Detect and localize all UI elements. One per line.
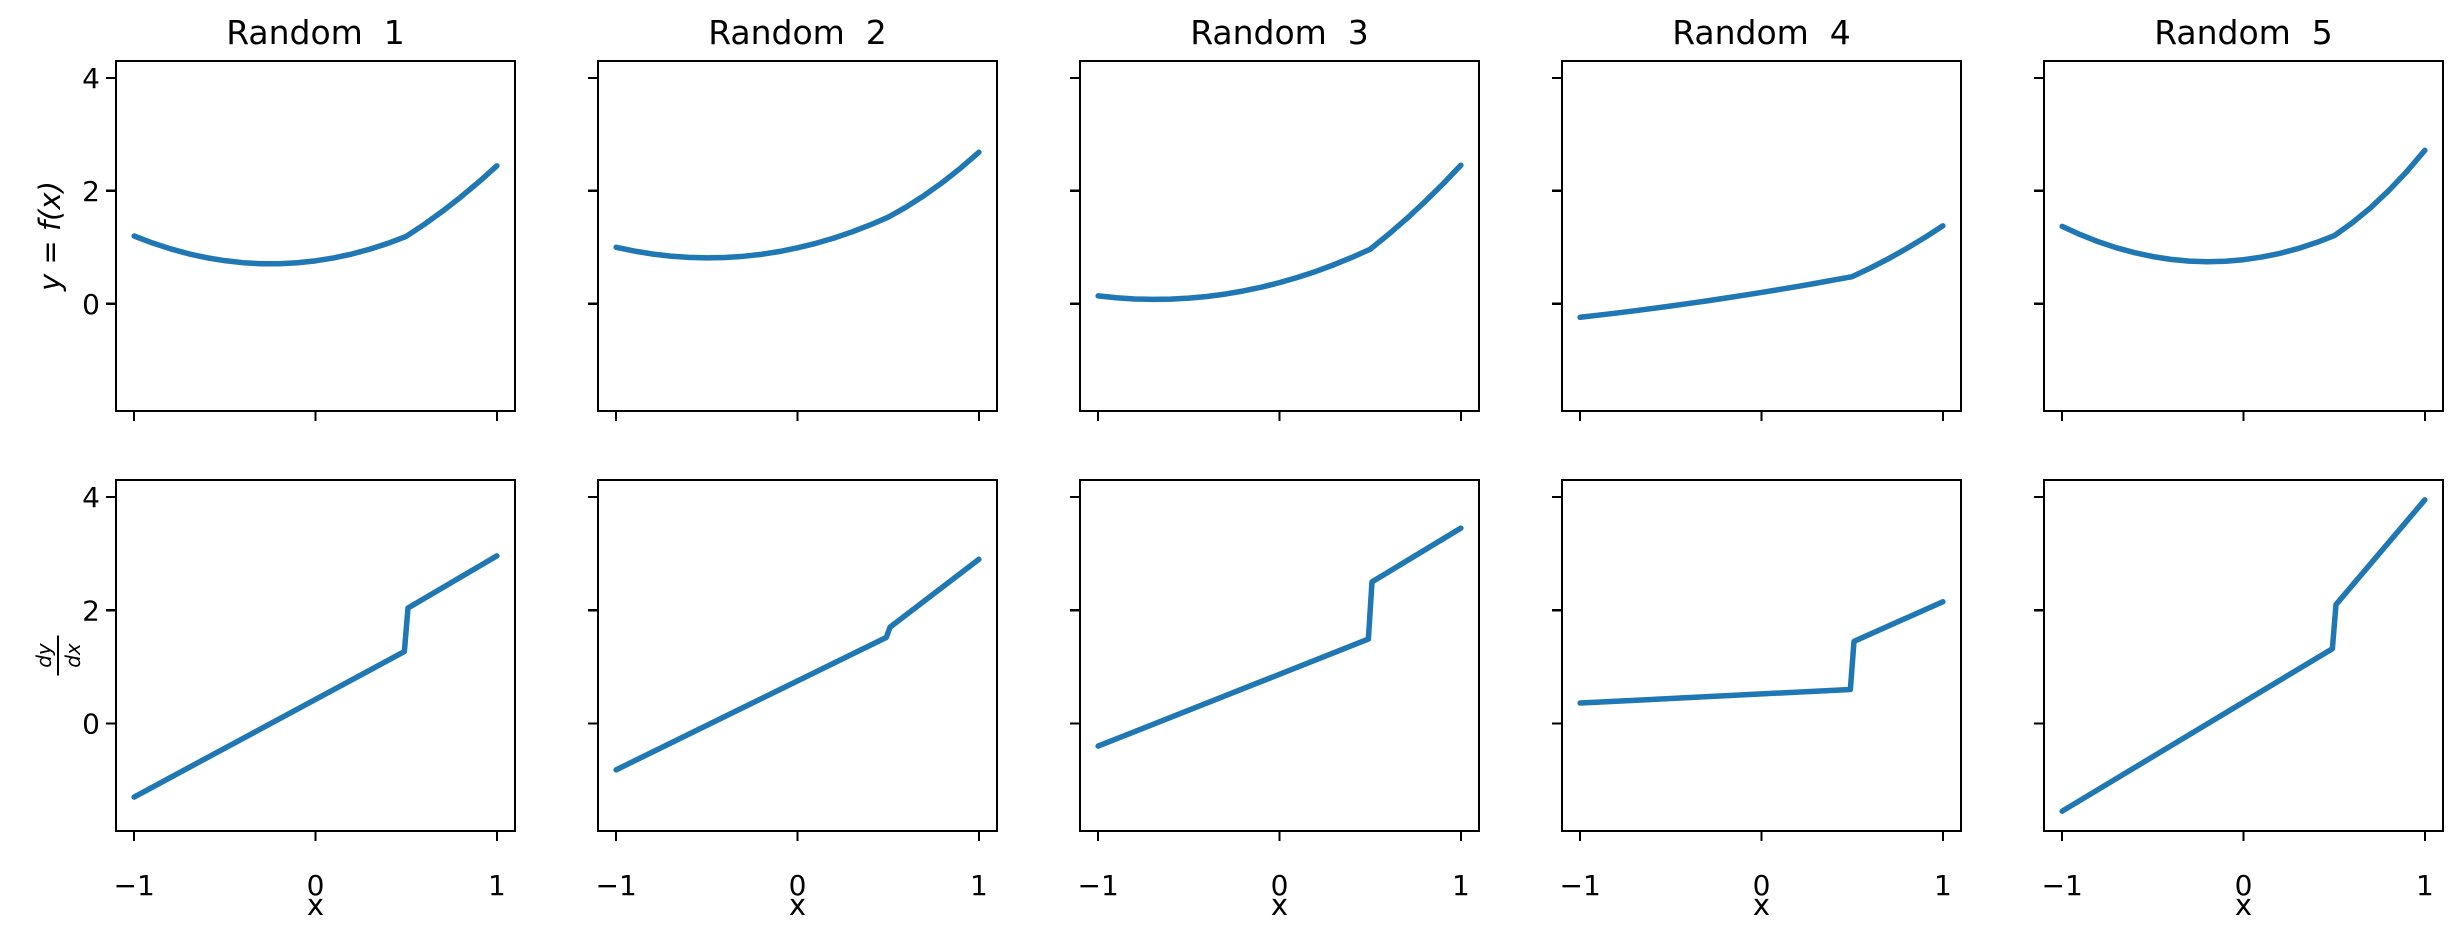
curve-dfdx	[2059, 497, 2428, 814]
y-tick-label: 4	[82, 481, 100, 514]
subplot-title: Random 1	[226, 13, 405, 52]
subplot-f-3: Random 3	[1070, 13, 1481, 421]
axes-frame	[1560, 59, 1963, 413]
axes-frame	[596, 59, 999, 413]
x-tick-label: −1	[2041, 869, 2082, 902]
curve-dfdx	[613, 556, 982, 773]
x-tick-label: 0	[1753, 869, 1771, 902]
axes-frame	[2042, 478, 2445, 833]
subplot-dfdx-5: −1 0 1 x	[2034, 478, 2445, 922]
x-tick-label: 0	[2235, 869, 2253, 902]
curve-dfdx	[131, 553, 500, 800]
subplot-title: Random 3	[1190, 13, 1369, 52]
fraction-denominator: dx	[61, 643, 85, 668]
x-tick-label: 1	[1452, 869, 1470, 902]
y-axis-label-f: y = f(x)	[33, 181, 67, 292]
axes-frame	[596, 478, 999, 833]
y-tick-label: 4	[82, 62, 100, 95]
y-tick-label: 0	[82, 288, 100, 321]
x-tick-label: −1	[113, 869, 154, 902]
x-axis-label: x	[789, 888, 806, 922]
x-tick-label: 1	[1934, 869, 1952, 902]
subplot-f-4: Random 4	[1552, 13, 1963, 421]
subplot-dfdx-1: −1 0 1 0 2 4 x dy dx	[32, 478, 517, 922]
x-tick-label: 1	[2416, 869, 2434, 902]
x-tick-label: 0	[307, 869, 325, 902]
y-tick-label: 2	[82, 175, 100, 208]
subplot-dfdx-3: −1 0 1 x	[1070, 478, 1481, 922]
axes-frame	[114, 59, 517, 413]
x-tick-label: −1	[1559, 869, 1600, 902]
fraction-numerator: dy	[32, 642, 56, 668]
axes-frame	[2042, 59, 2445, 413]
curve-f	[2059, 147, 2428, 265]
x-axis-label: x	[1271, 888, 1288, 922]
axes-frame	[1078, 478, 1481, 833]
subplot-f-1: 0 2 4 Random 1 y = f(x)	[33, 13, 517, 421]
curve-f	[131, 163, 500, 267]
curve-f	[613, 149, 982, 261]
x-tick-label: −1	[595, 869, 636, 902]
axes-frame	[114, 478, 517, 833]
subplot-f-5: Random 5	[2034, 13, 2445, 421]
y-tick-label: 2	[82, 594, 100, 627]
subplot-f-2: Random 2	[588, 13, 999, 421]
y-axis-label-dfdx: dy dx	[32, 635, 85, 676]
x-tick-label: 1	[970, 869, 988, 902]
curve-f	[1095, 162, 1464, 303]
subplot-title: Random 4	[1672, 13, 1851, 52]
x-tick-label: 0	[789, 869, 807, 902]
y-axis-label-f-text: y = f(x)	[33, 181, 67, 292]
subplot-dfdx-2: −1 0 1 x	[588, 478, 999, 922]
x-axis-label: x	[307, 888, 324, 922]
axes-frame	[1078, 59, 1481, 413]
curve-dfdx	[1577, 598, 1946, 706]
x-axis-label: x	[1753, 888, 1770, 922]
y-tick-label: 0	[82, 708, 100, 741]
subplot-title: Random 2	[708, 13, 887, 52]
curve-dfdx	[1095, 525, 1464, 749]
subplot-title: Random 5	[2154, 13, 2333, 52]
axes-frame	[1560, 478, 1963, 833]
x-tick-label: 0	[1271, 869, 1289, 902]
x-tick-label: 1	[488, 869, 506, 902]
subplot-dfdx-4: −1 0 1 x	[1552, 478, 1963, 922]
x-axis-label: x	[2235, 888, 2252, 922]
x-tick-label: −1	[1077, 869, 1118, 902]
curve-f	[1577, 223, 1946, 321]
